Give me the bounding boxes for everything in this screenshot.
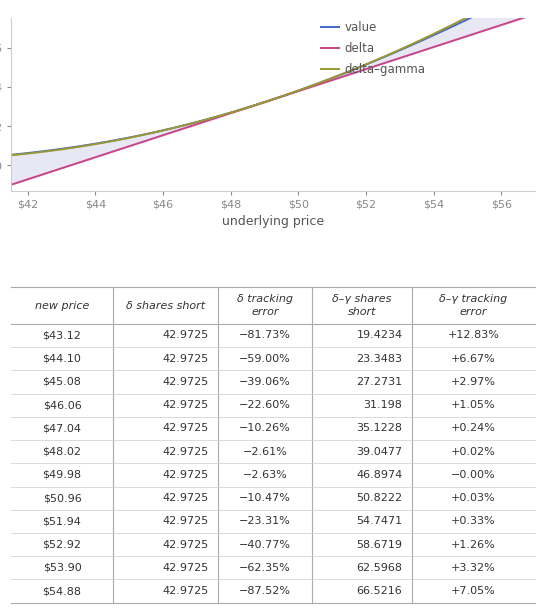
delta–gamma <box>215 113 222 120</box>
Text: −10.47%: −10.47% <box>239 493 291 503</box>
Line: delta–gamma: delta–gamma <box>11 0 535 155</box>
Text: $44.10: $44.10 <box>43 354 81 363</box>
Text: +1.26%: +1.26% <box>451 539 496 550</box>
Text: +7.05%: +7.05% <box>451 586 496 596</box>
Text: −0.00%: −0.00% <box>451 470 496 480</box>
Text: 42.9725: 42.9725 <box>162 539 209 550</box>
Text: 42.9725: 42.9725 <box>162 377 209 387</box>
delta <box>386 58 393 65</box>
Text: −87.52%: −87.52% <box>239 586 291 596</box>
Text: $51.94: $51.94 <box>43 517 81 526</box>
Text: 62.5968: 62.5968 <box>357 563 402 573</box>
Text: 54.7471: 54.7471 <box>357 517 402 526</box>
Legend: value, delta, delta–gamma: value, delta, delta–gamma <box>321 21 425 76</box>
Text: +6.67%: +6.67% <box>451 354 496 363</box>
Text: +2.97%: +2.97% <box>451 377 496 387</box>
Text: 66.5216: 66.5216 <box>357 586 402 596</box>
Text: −59.00%: −59.00% <box>239 354 291 363</box>
Text: +0.03%: +0.03% <box>451 493 496 503</box>
Text: 42.9725: 42.9725 <box>162 563 209 573</box>
delta–gamma <box>70 144 77 151</box>
Text: 58.6719: 58.6719 <box>357 539 402 550</box>
Line: value: value <box>11 0 535 155</box>
Text: 27.2731: 27.2731 <box>357 377 402 387</box>
Text: −2.63%: −2.63% <box>243 470 288 480</box>
Line: delta: delta <box>11 14 535 184</box>
value <box>337 71 344 79</box>
Text: +0.02%: +0.02% <box>451 446 496 457</box>
Text: $52.92: $52.92 <box>43 539 81 550</box>
delta–gamma <box>337 71 344 78</box>
Text: −10.26%: −10.26% <box>239 423 291 434</box>
Text: 23.3483: 23.3483 <box>357 354 402 363</box>
Text: δ tracking
error: δ tracking error <box>237 295 293 317</box>
Text: +0.24%: +0.24% <box>451 423 496 434</box>
Text: 42.9725: 42.9725 <box>162 586 209 596</box>
delta–gamma <box>389 49 395 57</box>
Text: $45.08: $45.08 <box>43 377 81 387</box>
Text: 50.8222: 50.8222 <box>357 493 402 503</box>
Text: δ–γ shares
short: δ–γ shares short <box>333 295 392 317</box>
Text: $46.06: $46.06 <box>43 400 81 410</box>
Text: $43.12: $43.12 <box>43 330 81 341</box>
value <box>215 113 222 120</box>
Text: −23.31%: −23.31% <box>239 517 291 526</box>
value <box>389 50 395 57</box>
Text: 42.9725: 42.9725 <box>162 446 209 457</box>
Text: $49.98: $49.98 <box>43 470 81 480</box>
Text: −81.73%: −81.73% <box>239 330 291 341</box>
Text: +0.33%: +0.33% <box>451 517 496 526</box>
Text: $54.88: $54.88 <box>43 586 81 596</box>
delta <box>337 74 344 81</box>
Text: 46.8974: 46.8974 <box>356 470 402 480</box>
X-axis label: underlying price: underlying price <box>222 215 324 228</box>
Text: 42.9725: 42.9725 <box>162 517 209 526</box>
delta <box>70 161 77 168</box>
Text: δ shares short: δ shares short <box>126 301 205 311</box>
Text: 42.9725: 42.9725 <box>162 470 209 480</box>
value <box>179 122 185 130</box>
delta <box>532 10 538 18</box>
delta–gamma <box>179 122 185 130</box>
value <box>8 151 14 159</box>
Text: 42.9725: 42.9725 <box>162 330 209 341</box>
Text: new price: new price <box>35 301 89 311</box>
delta–gamma <box>386 50 393 58</box>
Text: 42.9725: 42.9725 <box>162 354 209 363</box>
delta <box>8 181 14 188</box>
delta–gamma <box>8 151 14 159</box>
value <box>386 51 393 58</box>
Text: δ–γ tracking
error: δ–γ tracking error <box>440 295 508 317</box>
delta <box>215 113 222 121</box>
Text: 42.9725: 42.9725 <box>162 423 209 434</box>
delta <box>179 125 185 133</box>
Text: $53.90: $53.90 <box>43 563 81 573</box>
value <box>70 143 77 151</box>
Text: 42.9725: 42.9725 <box>162 493 209 503</box>
Text: −22.60%: −22.60% <box>239 400 291 410</box>
Text: +1.05%: +1.05% <box>451 400 496 410</box>
Text: 39.0477: 39.0477 <box>357 446 402 457</box>
Text: +3.32%: +3.32% <box>451 563 496 573</box>
Text: $50.96: $50.96 <box>43 493 81 503</box>
Text: 19.4234: 19.4234 <box>357 330 402 341</box>
Text: −40.77%: −40.77% <box>239 539 291 550</box>
Text: 35.1228: 35.1228 <box>357 423 402 434</box>
Text: $47.04: $47.04 <box>43 423 81 434</box>
Text: 31.198: 31.198 <box>364 400 402 410</box>
Text: 42.9725: 42.9725 <box>162 400 209 410</box>
Text: $48.02: $48.02 <box>43 446 81 457</box>
Text: +12.83%: +12.83% <box>448 330 500 341</box>
Text: −2.61%: −2.61% <box>243 446 288 457</box>
Text: −62.35%: −62.35% <box>239 563 291 573</box>
delta <box>389 57 395 65</box>
Text: −39.06%: −39.06% <box>239 377 291 387</box>
